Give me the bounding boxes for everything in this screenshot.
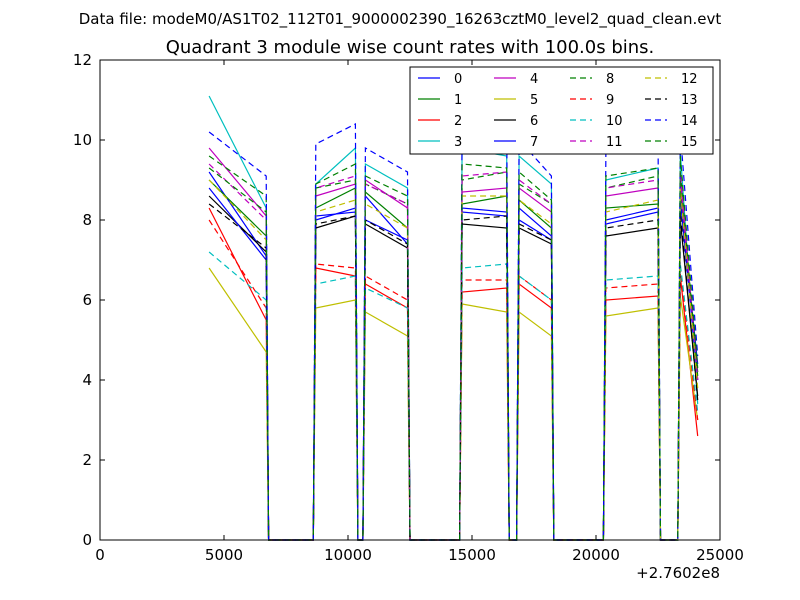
x-tick-label: 20000 [572, 546, 620, 564]
legend-label-1: 1 [454, 93, 462, 108]
x-axis-ticks: 0 5000 10000 15000 20000 25000 [95, 60, 744, 564]
legend-label-5: 5 [530, 93, 538, 108]
legend-label-15: 15 [681, 135, 698, 150]
figure-suptitle: Data file: modeM0/AS1T02_112T01_90000023… [79, 10, 722, 29]
series-line-1 [208, 179, 699, 541]
series-line-10 [208, 251, 699, 541]
legend-label-11: 11 [606, 135, 623, 150]
y-tick-label: 4 [82, 371, 92, 389]
legend-label-13: 13 [681, 93, 698, 108]
x-tick-label: 10000 [324, 546, 372, 564]
series-line-3 [208, 95, 699, 541]
legend-label-8: 8 [606, 72, 614, 87]
legend-box [409, 66, 714, 155]
series-line-0 [208, 171, 699, 541]
y-tick-label: 10 [73, 131, 92, 149]
x-tick-label: 0 [95, 546, 105, 564]
legend-label-4: 4 [530, 72, 538, 87]
x-offset-label: +2.7602e8 [636, 564, 720, 582]
series-line-5 [208, 267, 699, 541]
series-line-8 [208, 155, 699, 541]
legend-label-6: 6 [530, 114, 538, 129]
legend-label-10: 10 [606, 114, 623, 129]
y-tick-label: 6 [82, 291, 92, 309]
plot-frame [99, 59, 721, 541]
y-tick-label: 2 [82, 451, 92, 469]
series-line-13 [208, 203, 699, 541]
plot-lines [208, 95, 699, 541]
chart-title: Quadrant 3 module wise count rates with … [166, 37, 655, 58]
series-line-2 [208, 207, 699, 541]
x-tick-label: 15000 [448, 546, 496, 564]
series-line-12 [208, 179, 699, 541]
series-line-6 [208, 195, 699, 541]
legend-label-0: 0 [454, 72, 462, 87]
series-line-4 [208, 147, 699, 541]
legend-label-3: 3 [454, 135, 462, 150]
y-tick-label: 12 [73, 51, 92, 69]
legend-label-7: 7 [530, 135, 538, 150]
series-line-11 [208, 163, 699, 541]
y-tick-label: 8 [82, 211, 92, 229]
legend-label-2: 2 [454, 114, 462, 129]
x-tick-label: 5000 [205, 546, 243, 564]
legend-label-14: 14 [681, 114, 698, 129]
legend-label-9: 9 [606, 93, 614, 108]
y-tick-label: 0 [82, 531, 92, 549]
legend-label-12: 12 [681, 72, 698, 87]
series-line-15 [208, 155, 699, 541]
series-line-9 [208, 219, 699, 541]
series-line-7 [208, 187, 699, 541]
series-line-14 [208, 119, 699, 541]
x-tick-label: 25000 [696, 546, 744, 564]
